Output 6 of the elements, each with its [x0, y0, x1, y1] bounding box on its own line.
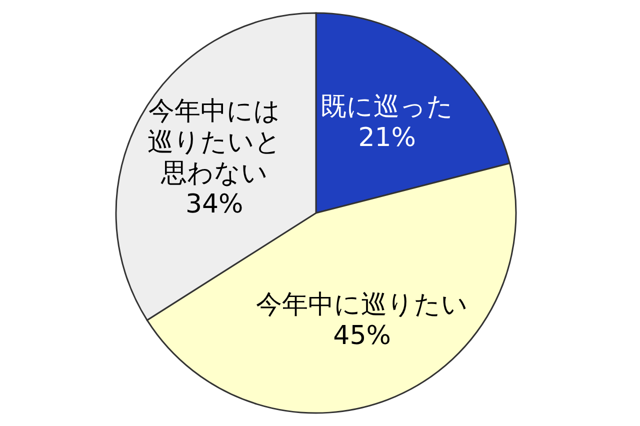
- data-label: 21%: [358, 122, 416, 153]
- slice-label: 今年中に巡りたい: [256, 290, 468, 320]
- slice-label: 既に巡った: [320, 92, 454, 122]
- slice-label: 今年中には巡りたいと思わない: [147, 96, 282, 189]
- data-label: 34%: [185, 190, 244, 220]
- data-label: 45%: [333, 320, 391, 351]
